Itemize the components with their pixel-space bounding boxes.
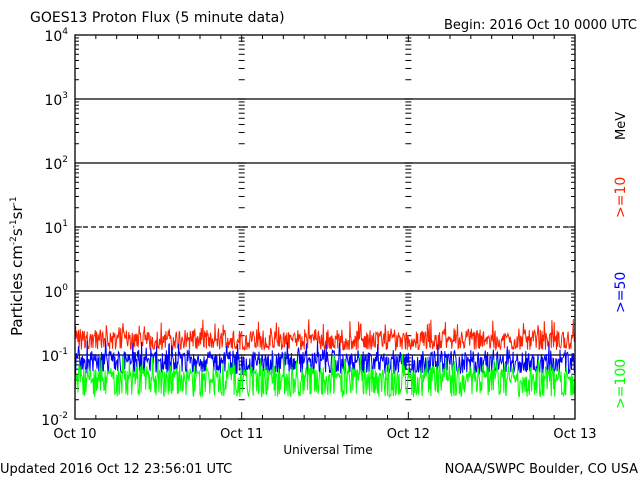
y-tick-label: 104	[44, 27, 68, 45]
y-tick-label: 10-2	[41, 411, 68, 429]
credit-label: NOAA/SWPC Boulder, CO USA	[445, 462, 638, 477]
y-tick-label: 103	[44, 91, 68, 109]
legend: >=10 >=50 >=100 MeV	[613, 112, 629, 409]
series-line-0	[74, 318, 575, 352]
y-tick-labels: 104 103 102 101 100 10-1 10-2	[41, 27, 68, 429]
y-tick-label: 10-1	[41, 347, 68, 365]
x-tick-label: Oct 10	[53, 427, 96, 442]
x-axis-label: Universal Time	[283, 443, 372, 457]
chart-title: GOES13 Proton Flux (5 minute data)	[30, 10, 285, 26]
series-line-2	[74, 352, 575, 399]
plot-area	[74, 34, 576, 420]
legend-unit-label: MeV	[614, 112, 629, 140]
legend-entry-1: >=50	[613, 272, 629, 313]
updated-timestamp: Updated 2016 Oct 12 23:56:01 UTC	[0, 462, 232, 477]
begin-label: Begin: 2016 Oct 10 0000 UTC	[444, 18, 637, 33]
y-tick-label: 102	[44, 155, 68, 173]
x-tick-label: Oct 13	[553, 427, 596, 442]
y-tick-label: 101	[44, 219, 68, 237]
x-tick-label: Oct 12	[387, 427, 430, 442]
y-axis-label: Particles cm-2s-1sr-1	[8, 196, 26, 336]
plot-frame	[74, 34, 576, 420]
x-tick-labels: Oct 10 Oct 11 Oct 12 Oct 13	[53, 427, 596, 442]
y-tick-label: 100	[44, 283, 68, 301]
legend-entry-2: >=100	[613, 359, 629, 409]
legend-entry-0: >=10	[613, 177, 629, 218]
x-tick-label: Oct 11	[220, 427, 263, 442]
